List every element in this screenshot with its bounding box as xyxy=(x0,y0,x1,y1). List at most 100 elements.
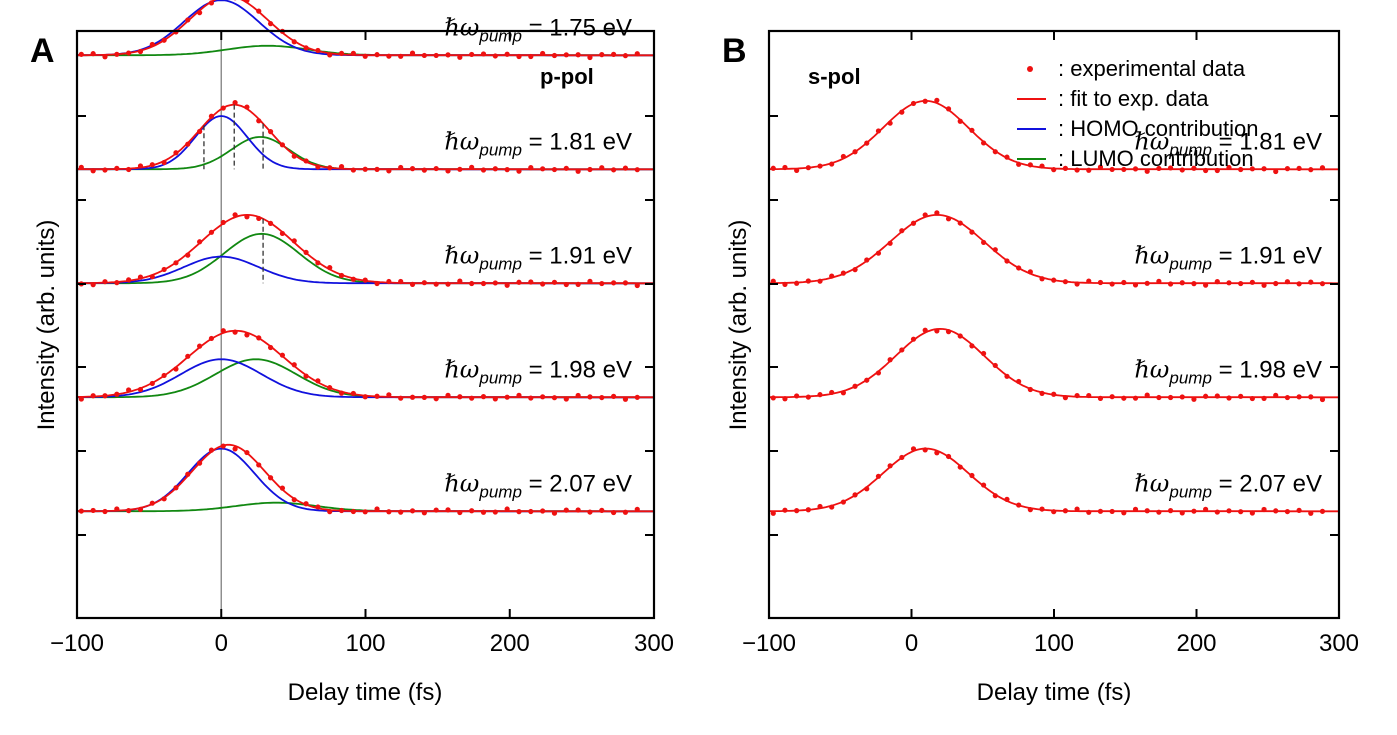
data-point xyxy=(957,220,963,226)
data-point xyxy=(1167,165,1174,171)
data-point xyxy=(611,509,617,516)
data-point xyxy=(540,508,546,514)
data-point xyxy=(137,274,144,280)
trace-label: ℏωpump = 1.91 eV xyxy=(1134,241,1322,273)
data-point xyxy=(1203,506,1209,512)
data-point xyxy=(469,280,475,287)
data-point xyxy=(149,162,155,168)
data-point xyxy=(421,52,427,59)
data-point xyxy=(256,335,262,341)
data-point xyxy=(875,128,882,134)
data-point xyxy=(220,328,226,334)
energy-value: = 1.81 eV xyxy=(522,128,632,155)
x-tick-label: 300 xyxy=(634,630,674,657)
data-point xyxy=(445,52,451,58)
energy-value: = 2.07 eV xyxy=(522,470,632,497)
data-point xyxy=(922,327,928,333)
data-point xyxy=(386,168,392,174)
data-point xyxy=(1249,166,1255,172)
data-point xyxy=(852,267,858,273)
data-point xyxy=(1132,395,1139,401)
data-point xyxy=(599,507,605,513)
data-point xyxy=(315,47,321,54)
data-point xyxy=(829,273,835,279)
data-point xyxy=(1062,279,1068,285)
data-point xyxy=(1144,508,1150,514)
data-point xyxy=(386,53,392,59)
trace-label: ℏωpump = 1.98 eV xyxy=(444,355,632,387)
data-point xyxy=(528,508,534,515)
data-point xyxy=(291,238,297,244)
data-point xyxy=(374,280,380,287)
hbar-omega-symbol: ℏω xyxy=(444,355,479,383)
data-point xyxy=(1027,506,1033,513)
data-point xyxy=(1273,280,1279,287)
data-point xyxy=(1097,164,1104,170)
data-point xyxy=(563,396,569,402)
data-point xyxy=(922,98,928,104)
data-point xyxy=(78,396,84,402)
data-point xyxy=(126,50,132,56)
data-point xyxy=(409,281,416,287)
data-point xyxy=(374,393,380,399)
data-point xyxy=(327,265,333,271)
data-point xyxy=(551,52,558,59)
data-point xyxy=(599,52,605,58)
data-point xyxy=(1027,269,1033,275)
data-point xyxy=(386,278,392,285)
data-point xyxy=(114,391,120,397)
hbar-omega-symbol: ℏω xyxy=(1134,355,1169,383)
data-point xyxy=(102,54,108,60)
data-point xyxy=(1051,391,1057,397)
legend-text: : experimental data xyxy=(1058,56,1246,81)
data-point xyxy=(634,282,640,289)
data-point xyxy=(90,168,96,174)
data-point xyxy=(611,393,617,399)
data-point xyxy=(934,210,940,216)
data-point xyxy=(267,129,274,135)
data-point xyxy=(1249,510,1255,516)
data-point xyxy=(981,140,987,146)
data-point xyxy=(622,396,629,402)
legend-text: : LUMO contribution xyxy=(1058,146,1254,171)
data-point xyxy=(575,281,581,287)
data-point xyxy=(1238,393,1244,399)
data-point xyxy=(634,167,640,173)
data-point xyxy=(267,21,274,27)
data-point xyxy=(540,50,546,57)
data-point xyxy=(1039,506,1045,512)
data-point xyxy=(291,362,297,368)
data-point xyxy=(362,166,368,172)
legend-item-experimental: : experimental data xyxy=(1027,56,1246,81)
data-point xyxy=(875,250,882,256)
data-point xyxy=(1004,258,1010,264)
legend-item-homo: : HOMO contribution xyxy=(1017,116,1259,141)
data-point xyxy=(1156,394,1162,401)
data-point xyxy=(1249,395,1255,402)
data-point xyxy=(173,260,179,266)
data-point xyxy=(945,329,952,335)
x-tick-label: −100 xyxy=(742,630,796,657)
data-point xyxy=(1226,395,1232,401)
data-point xyxy=(1167,394,1174,401)
data-point xyxy=(409,50,416,56)
data-point xyxy=(992,493,998,499)
data-point xyxy=(1051,277,1057,283)
data-point xyxy=(1214,167,1220,174)
data-point xyxy=(840,153,846,160)
data-point xyxy=(126,277,132,283)
data-point xyxy=(374,506,380,512)
data-point xyxy=(78,508,84,514)
data-point xyxy=(899,454,905,461)
data-point xyxy=(173,485,179,491)
data-point xyxy=(1296,281,1302,287)
data-point xyxy=(185,17,191,23)
data-point xyxy=(114,51,120,57)
data-point xyxy=(1273,392,1279,398)
data-point xyxy=(563,507,569,513)
data-point xyxy=(622,509,629,515)
data-point xyxy=(770,165,776,171)
data-point xyxy=(794,167,800,174)
